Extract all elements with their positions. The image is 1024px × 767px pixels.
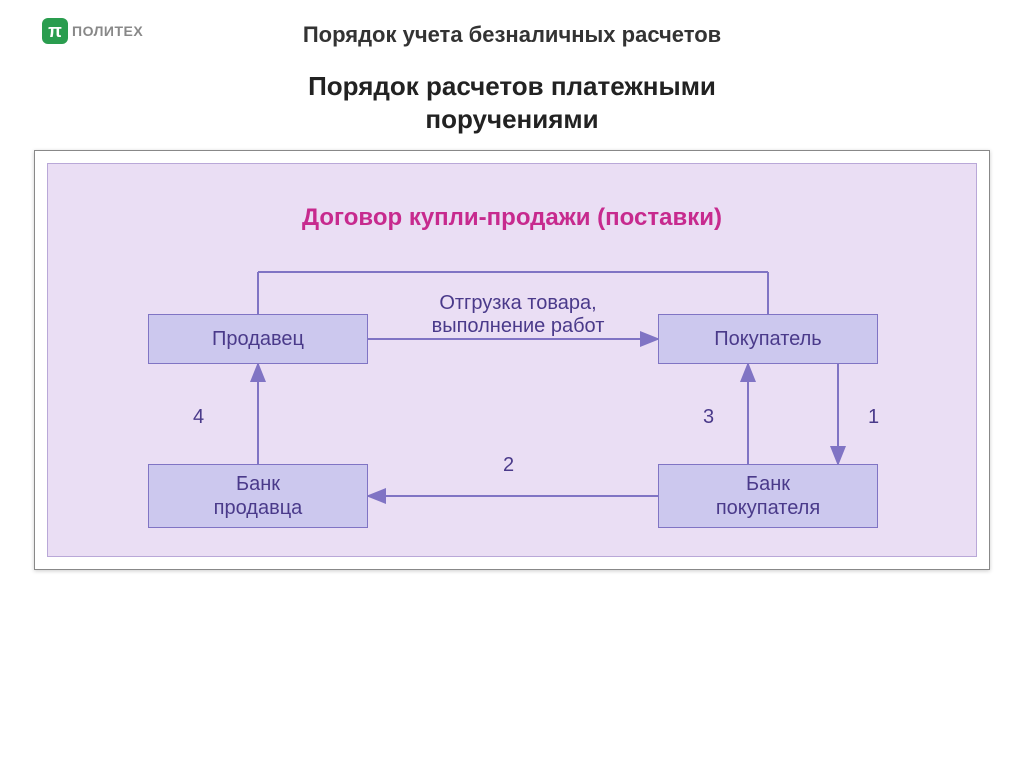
subtitle-line2: поручениями: [0, 103, 1024, 136]
edge-label-step2: 2: [503, 454, 514, 477]
node-buyer_bank: Банкпокупателя: [658, 464, 878, 528]
node-seller: Продавец: [148, 314, 368, 364]
edge-label-step1: 1: [868, 406, 879, 429]
subtitle-line1: Порядок расчетов платежными: [0, 70, 1024, 103]
node-seller_bank: Банкпродавца: [148, 464, 368, 528]
diagram-frame: Договор купли-продажи (поставки) Продаве…: [34, 150, 990, 570]
diagram-title: Договор купли-продажи (поставки): [48, 204, 976, 232]
edge-label-shipment: Отгрузка товара,выполнение работ: [398, 292, 638, 338]
edge-label-step3: 3: [703, 406, 714, 429]
subtitle: Порядок расчетов платежными поручениями: [0, 70, 1024, 135]
diagram-canvas: Договор купли-продажи (поставки) Продаве…: [47, 163, 977, 557]
page-title: Порядок учета безналичных расчетов: [0, 22, 1024, 48]
edge-label-step4: 4: [193, 406, 204, 429]
node-buyer: Покупатель: [658, 314, 878, 364]
